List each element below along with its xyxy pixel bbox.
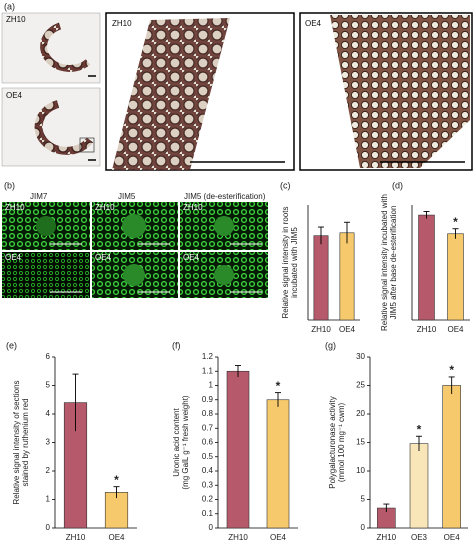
row-label: ZH10 <box>5 203 25 212</box>
y-tick-label: 0.8 <box>202 409 214 418</box>
significance-mark: * <box>114 473 119 487</box>
x-tick-label: OE4 <box>447 325 464 334</box>
panel-label: (g) <box>325 340 336 350</box>
y-tick-label: 0.5 <box>202 452 214 461</box>
y-tick-label: 1 <box>209 381 214 390</box>
x-tick-label: OE3 <box>411 533 428 542</box>
column-label: JIM5 <box>118 192 136 201</box>
y-tick-label: 1.1 <box>202 366 214 375</box>
panel-label: (b) <box>4 180 15 190</box>
panel-label: (c) <box>280 180 291 190</box>
significance-mark: * <box>449 363 454 377</box>
bar <box>447 233 464 321</box>
x-tick-label: OE4 <box>444 533 461 542</box>
bar <box>409 443 429 529</box>
y-tick-label: 6 <box>46 352 51 361</box>
y-tick-label: 0 <box>361 523 366 532</box>
y-axis-label: JIM5 after base de-esterification <box>389 206 398 320</box>
y-tick-label: 30 <box>356 352 365 361</box>
bar <box>226 370 250 529</box>
y-tick-label: 0.6 <box>202 438 214 447</box>
bar <box>313 235 329 321</box>
y-axis-label: (mg GalL g⁻¹ fresh weight) <box>181 395 190 490</box>
x-tick-label: ZH10 <box>311 325 331 334</box>
y-tick-label: 4 <box>46 409 51 418</box>
column-label: JIM7 <box>30 192 48 201</box>
image-label: OE4 <box>6 91 23 100</box>
y-axis-label: Polygalacturonase activity <box>328 396 337 489</box>
row-label: OE4 <box>183 253 200 262</box>
y-tick-label: 0.9 <box>202 395 214 404</box>
significance-mark: * <box>417 422 422 436</box>
y-tick-label: 3 <box>46 438 51 447</box>
y-tick-label: 15 <box>356 438 365 447</box>
y-axis-label: (mmol 100 mg⁻¹ cwm) <box>337 402 346 482</box>
fluorescence-images <box>2 202 268 298</box>
significance-mark: * <box>453 215 458 229</box>
y-axis-label: Uronic acid content <box>172 407 181 476</box>
y-axis-label: Relative signal intensity of sections <box>12 380 21 504</box>
y-tick-label: 0 <box>209 523 214 532</box>
y-axis-label: Relative signal intensity incubated with <box>380 194 389 331</box>
bar <box>442 385 461 529</box>
image-label: ZH10 <box>6 15 26 24</box>
y-tick-label: 5 <box>361 495 366 504</box>
panel-label: (f) <box>172 340 181 350</box>
column-label: JIM5 (de-esterification) <box>184 192 266 201</box>
image-label: OE4 <box>305 19 322 28</box>
y-tick-label: 25 <box>356 381 365 390</box>
x-tick-label: ZH10 <box>228 533 248 542</box>
row-label: OE4 <box>95 253 112 262</box>
y-tick-label: 5 <box>46 381 51 390</box>
panel-label: (d) <box>392 180 403 190</box>
panel-label: (a) <box>4 1 15 11</box>
image-label: ZH10 <box>112 19 132 28</box>
y-tick-label: 0.7 <box>202 423 214 432</box>
y-axis-label: incubated with JIM5 <box>290 227 299 298</box>
x-tick-label: OE4 <box>270 533 287 542</box>
micrograph-large <box>299 12 473 171</box>
y-tick-label: 2 <box>46 466 51 475</box>
x-tick-label: ZH10 <box>417 325 437 334</box>
y-tick-label: 1 <box>46 495 51 504</box>
x-tick-label: ZH10 <box>66 533 86 542</box>
row-label: OE4 <box>5 253 22 262</box>
x-tick-label: OE4 <box>108 533 125 542</box>
y-tick-label: 1.2 <box>202 352 214 361</box>
y-axis-label: stained by ruthenium red <box>21 398 30 486</box>
significance-mark: * <box>276 379 281 393</box>
bar <box>418 214 435 321</box>
row-label: ZH10 <box>95 203 115 212</box>
bar <box>339 232 355 321</box>
x-tick-label: OE4 <box>339 325 356 334</box>
x-tick-label: ZH10 <box>377 533 397 542</box>
y-tick-label: 0.2 <box>202 495 214 504</box>
y-tick-label: 0.1 <box>202 509 214 518</box>
y-tick-label: 0 <box>46 523 51 532</box>
row-label: ZH10 <box>183 203 203 212</box>
y-tick-label: 0.3 <box>202 480 214 489</box>
panel-label: (e) <box>6 340 17 350</box>
micrograph-small <box>1 12 101 84</box>
y-tick-label: 10 <box>356 466 365 475</box>
micrograph-small <box>1 87 101 167</box>
micrograph-large <box>105 12 295 171</box>
y-tick-label: 20 <box>356 409 365 418</box>
y-axis-label: Relative signal intensity in roots <box>281 206 290 318</box>
bar <box>266 399 290 529</box>
y-tick-label: 0.4 <box>202 466 214 475</box>
